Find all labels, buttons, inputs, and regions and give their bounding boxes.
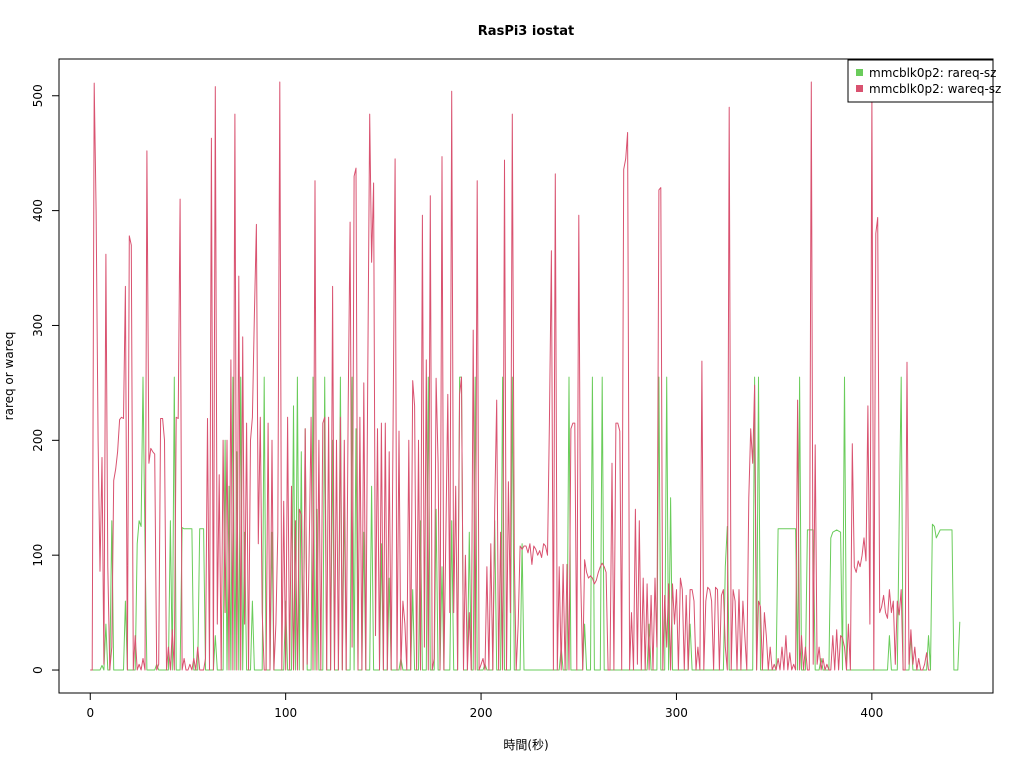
y-axis: 0 100 200 300 400 500 — [31, 84, 60, 674]
legend-swatch-rareq — [856, 69, 863, 76]
y-axis-label: rareq or wareq — [2, 332, 16, 421]
legend: mmcblk0p2: rareq-sz mmcblk0p2: wareq-sz — [847, 59, 1001, 103]
x-tick-label: 400 — [860, 706, 883, 720]
series-line-wareq — [90, 81, 931, 671]
x-tick-label: 300 — [665, 706, 688, 720]
x-tick-label: 200 — [470, 706, 493, 720]
series-layer — [90, 81, 961, 671]
chart-title: RasPi3 iostat — [478, 24, 574, 39]
y-tick-label: 0 — [31, 666, 45, 674]
y-tick-label: 200 — [31, 429, 45, 452]
y-tick-label: 500 — [31, 84, 45, 107]
series-line-rareq — [90, 376, 961, 671]
legend-box — [847, 59, 994, 103]
legend-swatch-wareq — [856, 85, 863, 92]
y-tick-label: 300 — [31, 314, 45, 337]
x-axis: 0 100 200 300 400 — [86, 692, 883, 720]
y-tick-label: 100 — [31, 544, 45, 567]
legend-label-wareq: mmcblk0p2: wareq-sz — [869, 82, 1001, 96]
x-tick-label: 0 — [86, 706, 94, 720]
x-tick-label: 100 — [274, 706, 297, 720]
x-axis-label: 時間(秒) — [503, 738, 548, 752]
y-tick-label: 400 — [31, 199, 45, 222]
legend-label-rareq: mmcblk0p2: rareq-sz — [869, 66, 996, 80]
